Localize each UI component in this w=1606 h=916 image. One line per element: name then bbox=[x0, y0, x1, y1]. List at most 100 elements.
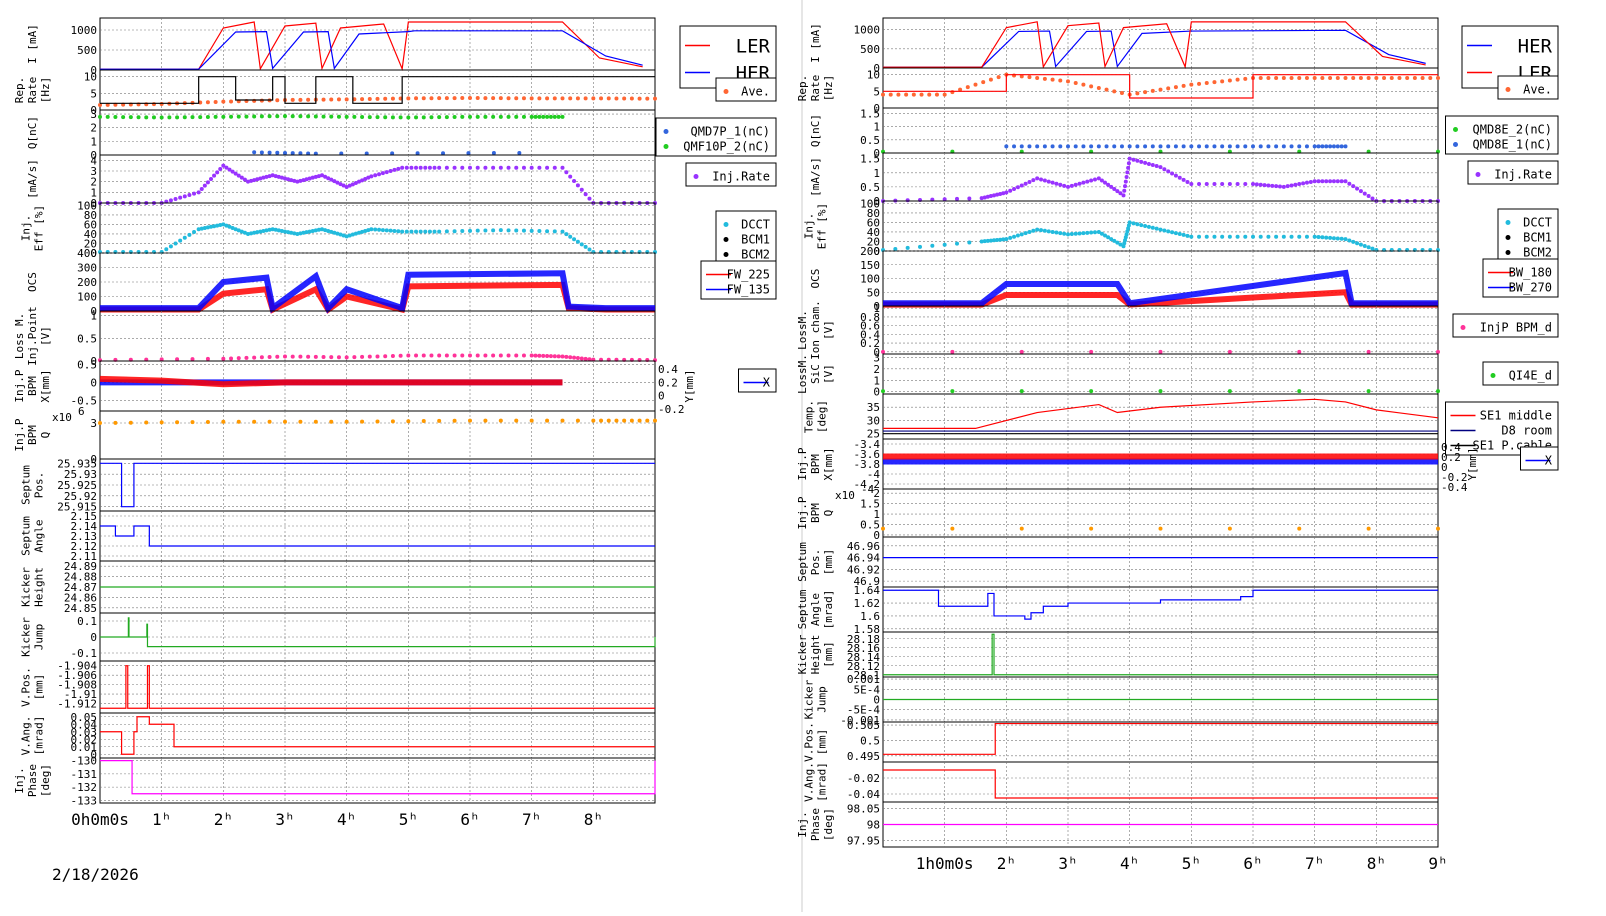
y-tick-label: 0.5 bbox=[860, 134, 880, 147]
series-point-Ave. bbox=[653, 96, 657, 101]
y-tick-label: -0.02 bbox=[847, 772, 880, 785]
series-point-Ave. bbox=[1050, 77, 1055, 82]
series-point-Inj.Rate bbox=[432, 165, 437, 170]
series-point-QMD7P_1(nC) bbox=[290, 151, 295, 156]
series-point-Q bbox=[622, 418, 627, 423]
y-tick-label: 25.92 bbox=[64, 490, 97, 503]
series-point-Ave. bbox=[973, 82, 978, 87]
series-point-LossM bbox=[475, 353, 480, 358]
series-point-Inj.Rate bbox=[955, 196, 959, 201]
series-point-Inj.Rate bbox=[1281, 184, 1286, 189]
series-point-DCCT bbox=[1347, 238, 1352, 243]
x-origin-label: 1h0m0s bbox=[916, 854, 974, 873]
legend-label: QI4E_d bbox=[1509, 369, 1552, 383]
series-point-Inj.Rate bbox=[384, 170, 389, 175]
y-axis-label: [deg] bbox=[816, 400, 829, 433]
y-axis-label: OCS bbox=[809, 269, 822, 289]
series-point-Inj.Rate bbox=[1001, 191, 1006, 196]
series-point-QMF10P_2(nC) bbox=[491, 114, 496, 119]
y-tick-label: 4 bbox=[90, 154, 97, 167]
series-point-Ave. bbox=[444, 96, 449, 101]
series-point-Ave. bbox=[429, 96, 434, 101]
x-tick-label: 8ʰ bbox=[584, 810, 603, 829]
series-point-DCCT bbox=[491, 228, 496, 233]
series-point-DCCT bbox=[279, 228, 284, 233]
y-axis-label: X[mm] bbox=[822, 447, 835, 480]
series-point-Inj.Rate bbox=[572, 179, 577, 183]
series-point-QI4E_d bbox=[1089, 389, 1094, 394]
y-tick-label: -4 bbox=[867, 468, 881, 481]
series-point-QMF10P_2(nC) bbox=[460, 114, 465, 119]
x-tick-label: 7ʰ bbox=[522, 810, 541, 829]
series-point-QMD8E_1(nC) bbox=[1197, 144, 1202, 149]
series-point-Ave. bbox=[645, 96, 650, 101]
series-point-Inj.Rate bbox=[444, 165, 449, 170]
series-point-QI4E_d bbox=[1366, 389, 1371, 394]
series-point-Inj.Rate bbox=[209, 177, 213, 181]
series-point-DCCT bbox=[432, 229, 437, 234]
series-point-Ave. bbox=[406, 96, 411, 101]
series-point-DCCT bbox=[1343, 237, 1348, 242]
series-point-Inj.Rate bbox=[979, 196, 984, 201]
series-point-DCCT bbox=[326, 228, 331, 233]
series-point-DCCT bbox=[1115, 240, 1120, 245]
y-tick-label: 100 bbox=[860, 273, 880, 286]
series-point-Ave. bbox=[1274, 76, 1279, 80]
y-axis-label: [mm] bbox=[822, 641, 835, 668]
series-point-Inj.Rate bbox=[1015, 185, 1020, 190]
series-point-DCCT bbox=[363, 228, 368, 233]
series-point-DCCT bbox=[575, 239, 580, 244]
series-point-DCCT bbox=[353, 231, 358, 236]
y-axis-label: LossM. bbox=[796, 354, 809, 394]
y-right-tick-label: 0.2 bbox=[658, 376, 678, 389]
y-axis-label: Height bbox=[33, 567, 46, 607]
legend-marker bbox=[1505, 87, 1511, 92]
x-tick-label: 1ʰ bbox=[152, 810, 171, 829]
series-point-Ave. bbox=[375, 96, 380, 101]
y-tick-label: 24.85 bbox=[64, 602, 97, 615]
series-point-QMD7P_1(nC) bbox=[275, 150, 280, 155]
y-right-tick-label: 0.4 bbox=[658, 363, 678, 376]
y-axis-label: [mrad] bbox=[816, 762, 829, 802]
series-point-Ave. bbox=[1412, 76, 1417, 80]
y-tick-label: 46.9 bbox=[854, 575, 881, 588]
series-point-DCCT bbox=[1366, 245, 1371, 250]
series-point-QMD8E_1(nC) bbox=[1266, 144, 1271, 149]
series-point-QMD8E_1(nC) bbox=[1127, 144, 1132, 149]
series-point-LossM bbox=[529, 353, 534, 358]
series-point-Ave. bbox=[1343, 76, 1348, 80]
y-tick-label: 60 bbox=[867, 216, 880, 229]
series-point-DCCT bbox=[380, 228, 385, 233]
series-point-DCCT bbox=[1004, 237, 1009, 242]
series-point-Inj.Rate bbox=[1042, 178, 1047, 183]
panel-7: 0.50-0.50.40.20-0.2Y[mm]Inj.P BPM X[mm] X bbox=[13, 359, 777, 416]
series-point-Q bbox=[529, 418, 534, 423]
series-point-QMF10P_2(nC) bbox=[352, 114, 357, 119]
series-point-DCCT bbox=[893, 246, 898, 251]
series-point-QMD8E_1(nC) bbox=[1324, 144, 1329, 149]
y-tick-label: 0 bbox=[90, 453, 97, 466]
y-tick-label: 5 bbox=[90, 87, 97, 100]
series-band-Y bbox=[99, 375, 563, 388]
series-point-QI4E_d bbox=[881, 389, 885, 394]
series-point-InjP BPM_d bbox=[950, 349, 955, 354]
series-point-Q bbox=[629, 418, 634, 423]
series-point-DCCT bbox=[187, 232, 192, 237]
series-point-Inj.Rate bbox=[475, 165, 480, 170]
series-point-Ave. bbox=[521, 96, 526, 101]
series-point-QMF10P_2(nC) bbox=[437, 115, 442, 120]
series-point-DCCT bbox=[205, 225, 210, 230]
series-point-QMD8E_1(nC) bbox=[1289, 144, 1294, 149]
y-tick-label: 0.4 bbox=[860, 328, 880, 341]
series-point-Inj.Rate bbox=[568, 174, 573, 179]
series-point-Inj.Rate bbox=[491, 165, 496, 170]
series-point-QMD8E_1(nC) bbox=[1339, 144, 1344, 149]
series-point-DCCT bbox=[341, 233, 346, 238]
series-point-Inj.Rate bbox=[552, 165, 557, 170]
series-point-LossM bbox=[444, 353, 449, 358]
legend-marker bbox=[723, 222, 729, 227]
series-point-Inj.Rate bbox=[1301, 181, 1306, 186]
series-point-Ave. bbox=[1058, 78, 1063, 83]
y-tick-label: 46.92 bbox=[847, 563, 880, 576]
